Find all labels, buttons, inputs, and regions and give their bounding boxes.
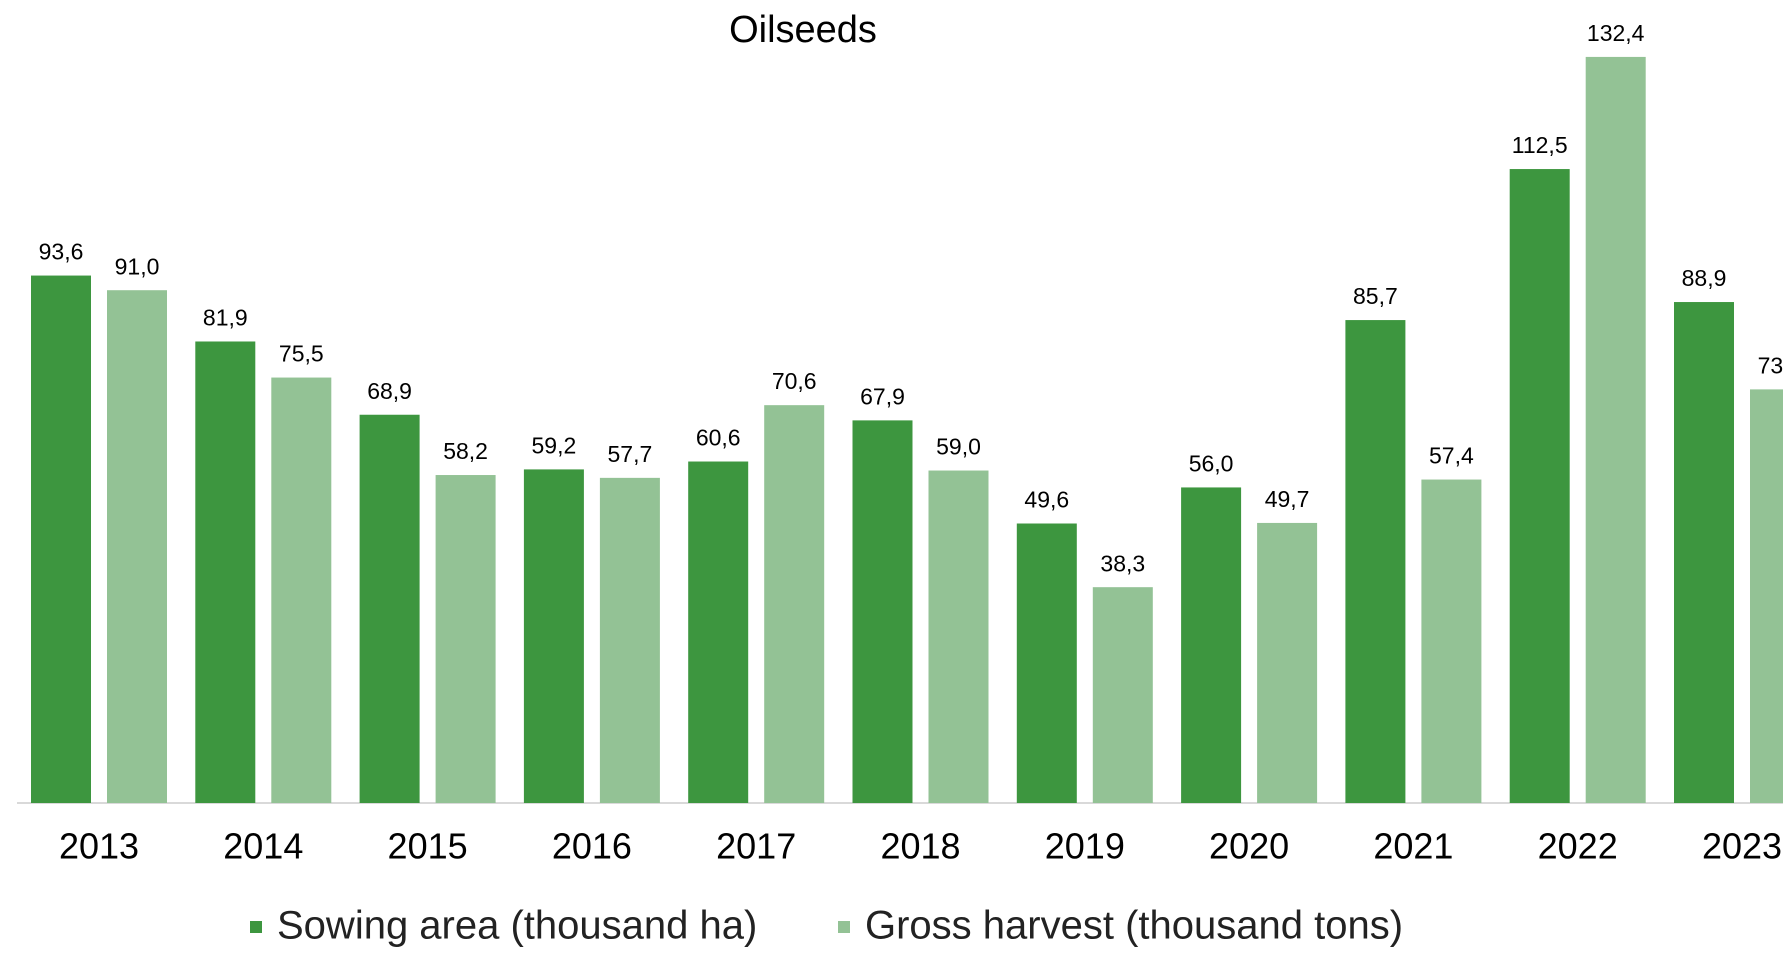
legend-marker xyxy=(250,921,262,933)
data-label: 49,7 xyxy=(1265,486,1310,512)
x-tick-label: 2014 xyxy=(223,826,303,867)
bar xyxy=(1092,587,1153,803)
data-label: 88,9 xyxy=(1682,265,1727,291)
data-label: 57,7 xyxy=(608,441,653,467)
data-label: 91,0 xyxy=(115,253,160,279)
bar xyxy=(1674,302,1734,803)
x-tick-label: 2019 xyxy=(1045,826,1125,867)
bar xyxy=(1257,522,1318,803)
x-tick-label: 2017 xyxy=(716,826,796,867)
legend-label: Sowing area (thousand ha) xyxy=(277,904,757,948)
bar xyxy=(1016,523,1077,803)
data-label: 57,4 xyxy=(1429,443,1474,469)
data-label: 38,3 xyxy=(1100,550,1145,576)
data-label: 67,9 xyxy=(860,383,905,409)
x-tick-label: 2015 xyxy=(388,826,468,867)
bar xyxy=(523,469,584,803)
bar xyxy=(435,475,496,803)
x-tick-label: 2021 xyxy=(1373,826,1453,867)
data-label: 81,9 xyxy=(203,305,248,331)
bar xyxy=(1750,389,1783,803)
data-label: 58,2 xyxy=(443,438,488,464)
data-label: 85,7 xyxy=(1353,283,1398,309)
x-tick-label: 2022 xyxy=(1538,826,1618,867)
bar xyxy=(1509,169,1570,804)
data-label: 70,6 xyxy=(772,368,817,394)
x-tick-label: 2023 xyxy=(1702,826,1782,867)
bar xyxy=(271,377,332,803)
legend-marker xyxy=(838,921,850,933)
data-label: 59,0 xyxy=(936,434,981,460)
bar xyxy=(852,420,913,803)
x-tick-label: 2016 xyxy=(552,826,632,867)
bar xyxy=(1181,487,1242,803)
bar xyxy=(1421,479,1482,803)
bar xyxy=(1345,320,1406,803)
x-tick-label: 2013 xyxy=(59,826,139,867)
data-label: 56,0 xyxy=(1189,451,1234,477)
x-tick-label: 2020 xyxy=(1209,826,1289,867)
x-tick-label: 2018 xyxy=(880,826,960,867)
bar xyxy=(107,290,167,803)
data-label: 49,6 xyxy=(1024,487,1069,513)
bar xyxy=(764,405,825,803)
data-label: 59,2 xyxy=(532,432,577,458)
data-label: 93,6 xyxy=(39,239,84,265)
data-label: 68,9 xyxy=(367,378,412,404)
bar xyxy=(599,477,660,803)
data-label: 75,5 xyxy=(279,341,324,367)
bar xyxy=(359,414,420,803)
data-label: 60,6 xyxy=(696,425,741,451)
data-label: 73,4 xyxy=(1758,352,1783,378)
bar xyxy=(688,461,749,803)
data-label: 132,4 xyxy=(1587,20,1645,46)
bar xyxy=(31,275,91,803)
data-label: 112,5 xyxy=(1512,132,1568,158)
legend-label: Gross harvest (thousand tons) xyxy=(865,904,1403,948)
bar xyxy=(1585,56,1646,804)
bar xyxy=(195,341,256,803)
bar xyxy=(928,470,989,803)
chart-title: Oilseeds xyxy=(729,9,877,51)
